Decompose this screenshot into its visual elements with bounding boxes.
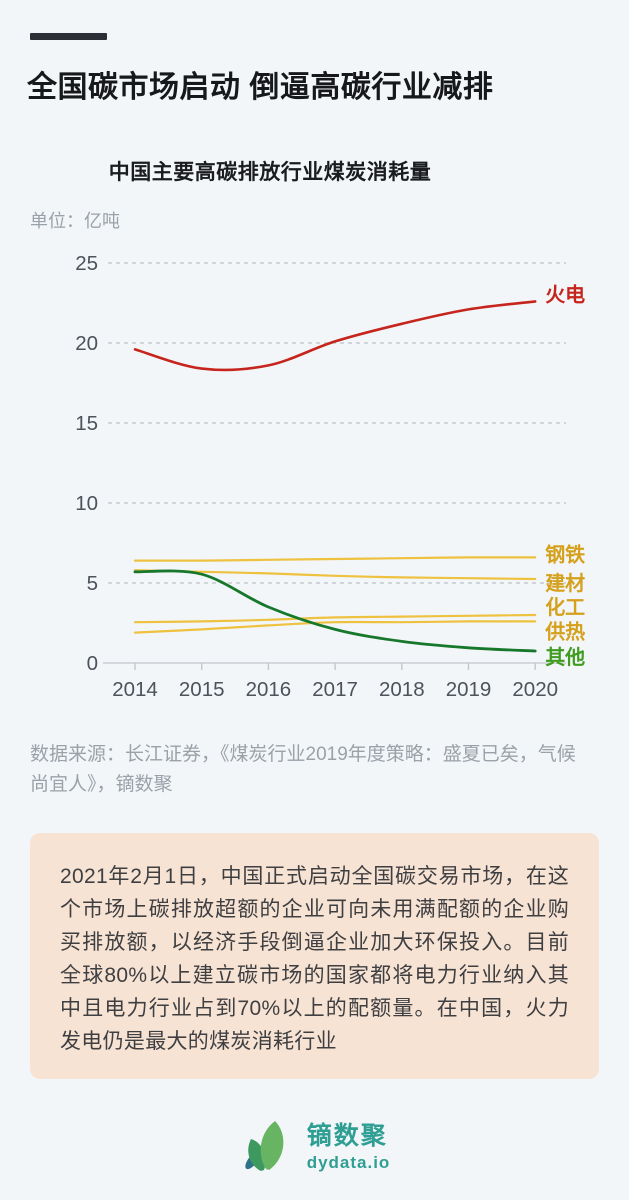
series-line-钢铁: [133, 556, 537, 562]
footer-logo: 镝数聚 dydata.io: [0, 1113, 629, 1175]
x-tick-label-2015: 2015: [179, 678, 225, 701]
series-line-化工: [133, 613, 537, 624]
data-source-note: 数据来源：长江证券，《煤炭行业2019年度策略：盛夏已矣，气候尚宜人》，镝数聚: [30, 744, 576, 795]
series-line-供热: [133, 620, 537, 634]
x-tick-label-2020: 2020: [512, 678, 558, 701]
series-label-钢铁: 钢铁: [545, 542, 585, 566]
series-label-化工: 化工: [545, 595, 585, 619]
series-line-火电: [133, 300, 537, 372]
logo-text-block: 镝数聚 dydata.io: [307, 1116, 391, 1173]
info-box-text: 2021年2月1日，中国正式启动全国碳交易市场，在这个市场上碳排放超额的企业可向…: [60, 865, 569, 1053]
y-tick-label-10: 10: [75, 492, 98, 515]
logo-brand-name: 镝数聚: [306, 1121, 388, 1150]
y-tick-label-20: 20: [75, 332, 98, 355]
x-tick-label-2017: 2017: [312, 678, 358, 701]
series-label-火电: 火电: [545, 283, 585, 306]
info-box: 2021年2月1日，中国正式启动全国碳交易市场，在这个市场上碳排放超额的企业可向…: [30, 833, 599, 1079]
y-tick-label-5: 5: [87, 572, 98, 595]
x-tick-label-2018: 2018: [379, 678, 425, 701]
logo-domain: dydata.io: [306, 1152, 391, 1172]
x-tick-label-2014: 2014: [112, 678, 158, 701]
x-tick-label-2019: 2019: [446, 678, 492, 701]
leaf-logo-icon: [245, 1121, 284, 1171]
y-tick-label-15: 15: [75, 412, 98, 435]
series-label-供热: 供热: [544, 619, 585, 643]
series-label-建材: 建材: [545, 571, 585, 595]
coal-consumption-line-chart: 0 5 10 15 20 25 2014 2015 2016 2017 2018 2019 2020 火电…: [75, 252, 585, 701]
chart-title: 中国主要高碳排放行业煤炭消耗量: [108, 161, 432, 184]
series-label-其他: 其他: [545, 645, 585, 669]
chart-unit-label: 单位：亿吨: [30, 211, 120, 231]
title-accent-dash: [30, 33, 107, 40]
series-line-建材: [133, 569, 537, 581]
y-tick-label-25: 25: [75, 252, 98, 275]
series-line-其他: [133, 569, 537, 653]
y-tick-label-0: 0: [87, 652, 98, 675]
x-tick-label-2016: 2016: [246, 678, 292, 701]
page-title: 全国碳市场启动 倒逼高碳行业减排: [27, 71, 494, 104]
